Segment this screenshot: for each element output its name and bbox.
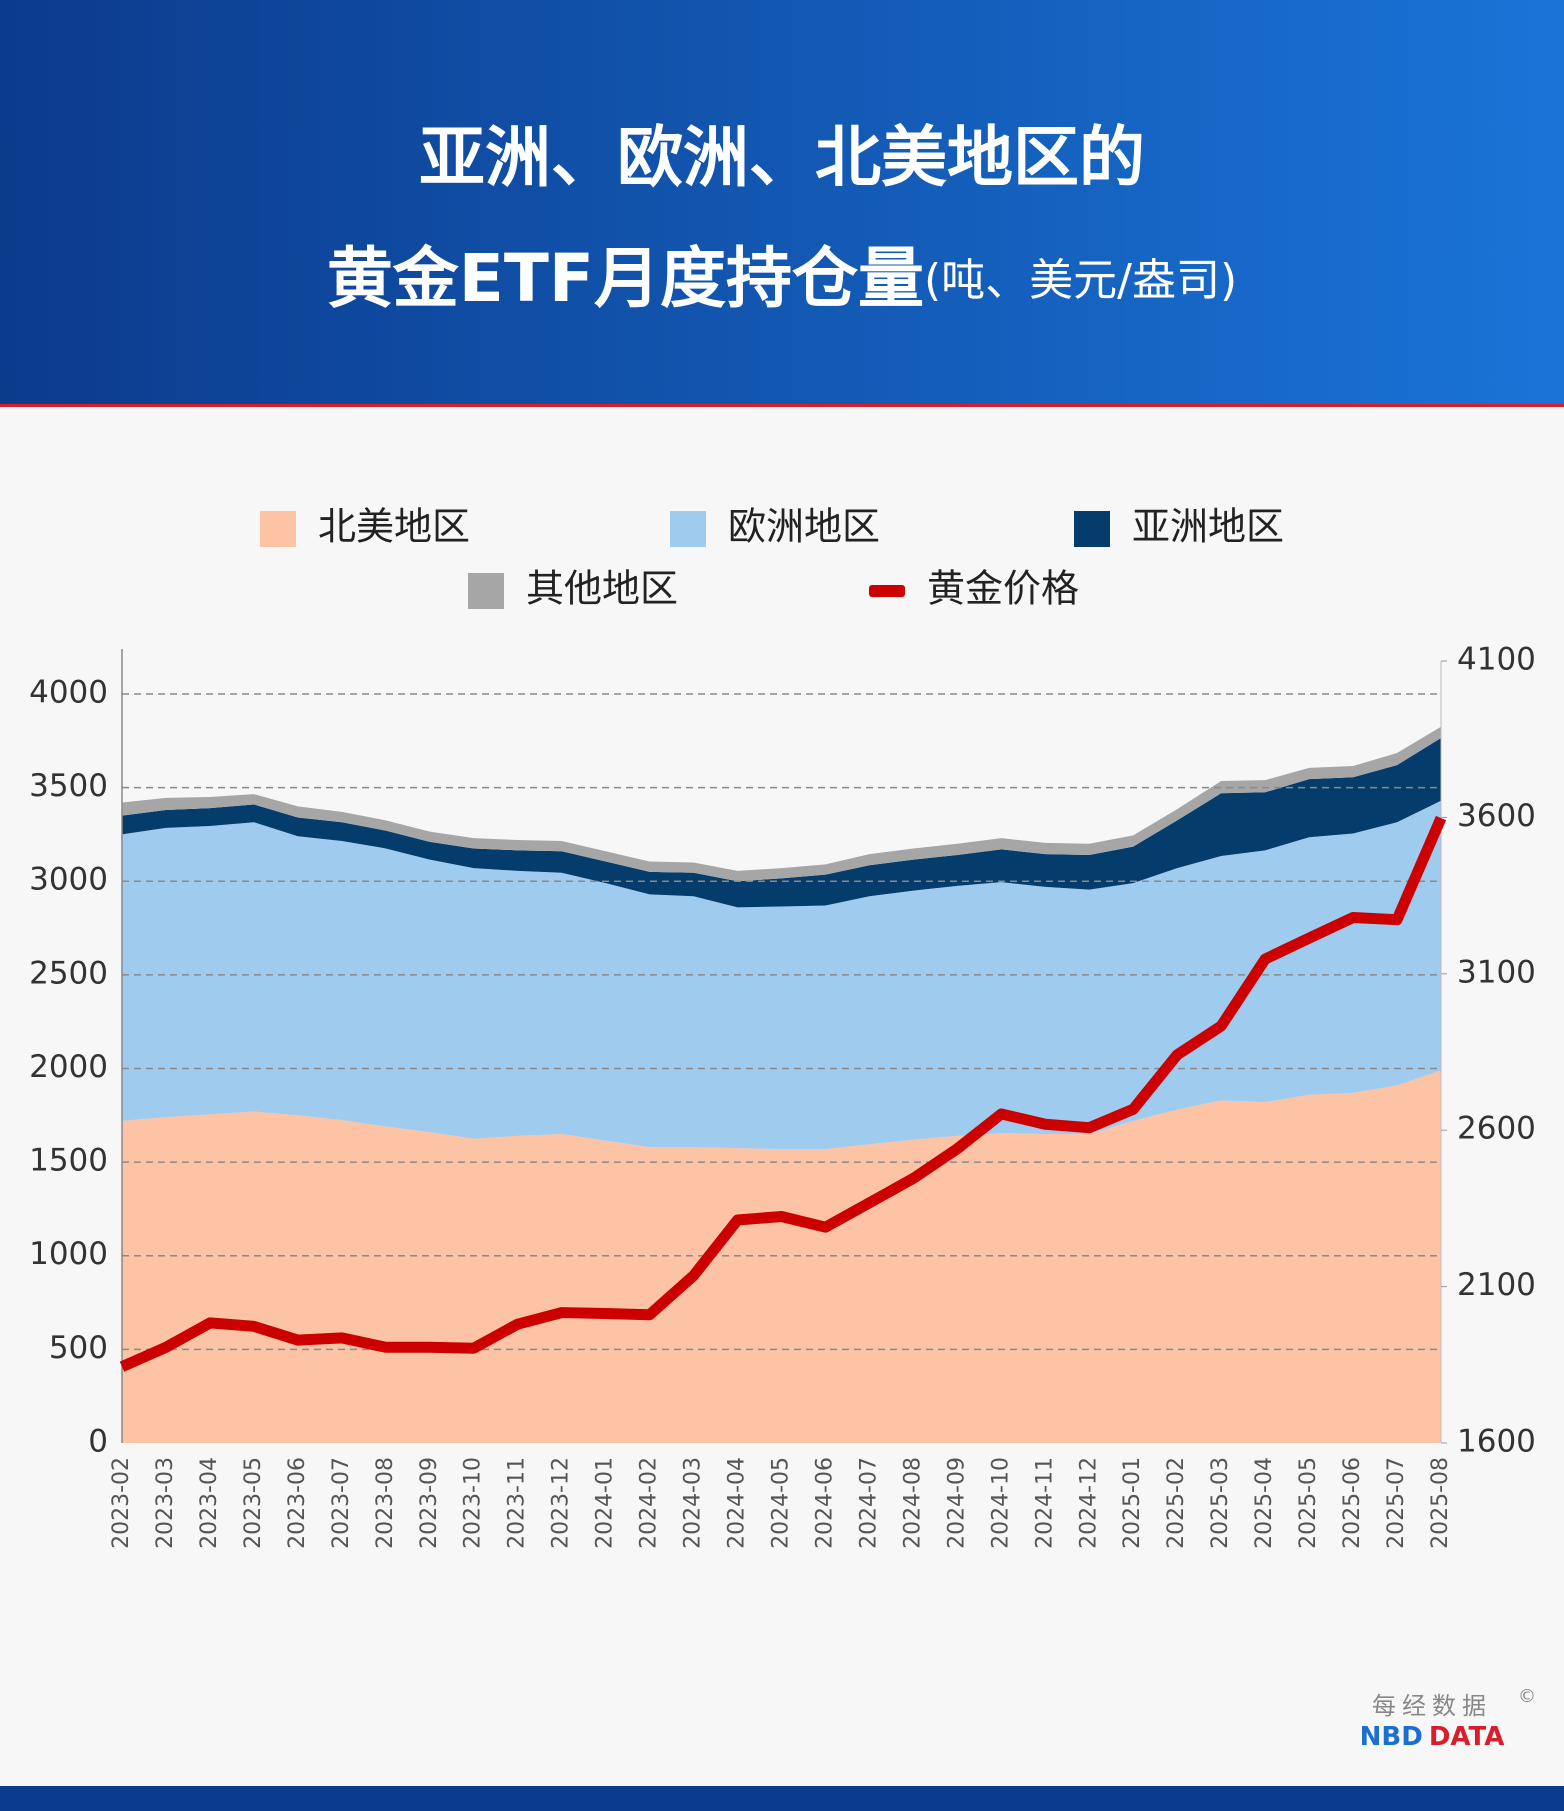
source-nbd: NBD (1360, 1722, 1423, 1752)
legend-label: 北美地区 (318, 505, 470, 549)
x-tick-label: 2023-06 (285, 1457, 310, 1549)
y-tick-label: 3500 (29, 768, 108, 804)
legend-swatch (670, 511, 706, 547)
x-tick-label: 2024-08 (900, 1457, 925, 1549)
legend-swatch (468, 573, 504, 609)
x-tick-label: 2025-01 (1120, 1457, 1145, 1549)
x-tick-label: 2024-09 (944, 1457, 969, 1549)
x-tick-label: 2024-02 (637, 1457, 662, 1549)
y-tick-label: 1000 (29, 1236, 108, 1272)
source-data: DATA (1429, 1722, 1505, 1752)
y-tick-label: 1500 (29, 1143, 108, 1179)
x-tick-label: 2025-02 (1164, 1457, 1189, 1549)
y-tick-label: 3000 (29, 862, 108, 898)
legend-label: 欧洲地区 (728, 505, 880, 549)
y2-tick-label: 3100 (1457, 954, 1536, 990)
x-tick-label: 2023-03 (153, 1457, 178, 1549)
x-tick-label: 2023-09 (417, 1457, 442, 1549)
x-tick-label: 2023-02 (109, 1457, 134, 1549)
x-tick-label: 2023-05 (241, 1457, 266, 1549)
x-tick-label: 2024-10 (988, 1457, 1013, 1549)
y-tick-label: 500 (49, 1330, 108, 1366)
x-tick-label: 2023-10 (461, 1457, 486, 1549)
legend-label: 黄金价格 (927, 567, 1079, 611)
area (122, 737, 1441, 908)
y-tick-label: 4000 (29, 674, 108, 710)
title-main: 黄金ETF月度持仓量 (327, 240, 924, 317)
y2-tick-label: 2600 (1457, 1111, 1536, 1147)
chart-title: 亚洲、欧洲、北美地区的 (419, 119, 1145, 196)
x-tick-label: 2025-06 (1340, 1457, 1365, 1549)
area (122, 726, 1441, 882)
line (119, 815, 1447, 1372)
legend-label: 其他地区 (526, 567, 678, 611)
x-tick-label: 2024-04 (725, 1457, 750, 1549)
area (122, 800, 1441, 1150)
x-tick-label: 2023-07 (329, 1457, 354, 1549)
x-tick-label: 2024-12 (1076, 1457, 1101, 1549)
source-brand: NBD DATA (1360, 1722, 1505, 1752)
x-tick-label: 2024-01 (593, 1457, 618, 1549)
header-rule (0, 404, 1564, 407)
x-tick-label: 2024-07 (856, 1457, 881, 1549)
x-tick-label: 2023-11 (505, 1457, 530, 1549)
header (0, 0, 1564, 404)
x-tick-label: 2024-05 (769, 1457, 794, 1549)
x-tick-label: 2024-06 (812, 1457, 837, 1549)
y2-tick-label: 4100 (1457, 642, 1536, 678)
y2-tick-label: 3600 (1457, 798, 1536, 834)
y-tick-label: 0 (88, 1424, 108, 1460)
x-tick-label: 2023-04 (197, 1457, 222, 1549)
x-tick-label: 2025-05 (1296, 1457, 1321, 1549)
title-unit: (吨、美元/盎司) (924, 255, 1237, 306)
y2-tick-label: 2100 (1457, 1267, 1536, 1303)
chart-title-2: 黄金ETF月度持仓量(吨、美元/盎司) (327, 240, 1237, 317)
y-tick-label: 2500 (29, 955, 108, 991)
copyright: © (1518, 1686, 1536, 1707)
legend-swatch (1074, 511, 1110, 547)
legend-swatch (869, 585, 905, 597)
y-tick-label: 2000 (29, 1049, 108, 1085)
footer-bar (0, 1786, 1564, 1811)
legend-label: 亚洲地区 (1132, 505, 1284, 549)
x-tick-label: 2023-08 (373, 1457, 398, 1549)
x-tick-label: 2024-03 (681, 1457, 706, 1549)
x-tick-label: 2024-11 (1032, 1457, 1057, 1549)
y2-tick-label: 1600 (1457, 1424, 1536, 1460)
legend-swatch (260, 511, 296, 547)
x-tick-label: 2025-07 (1384, 1457, 1409, 1549)
x-tick-label: 2025-03 (1208, 1457, 1233, 1549)
x-tick-label: 2025-04 (1252, 1457, 1277, 1549)
x-tick-label: 2023-12 (549, 1457, 574, 1549)
source-cn: 每经数据 (1372, 1692, 1492, 1720)
x-tick-label: 2025-08 (1428, 1457, 1453, 1549)
